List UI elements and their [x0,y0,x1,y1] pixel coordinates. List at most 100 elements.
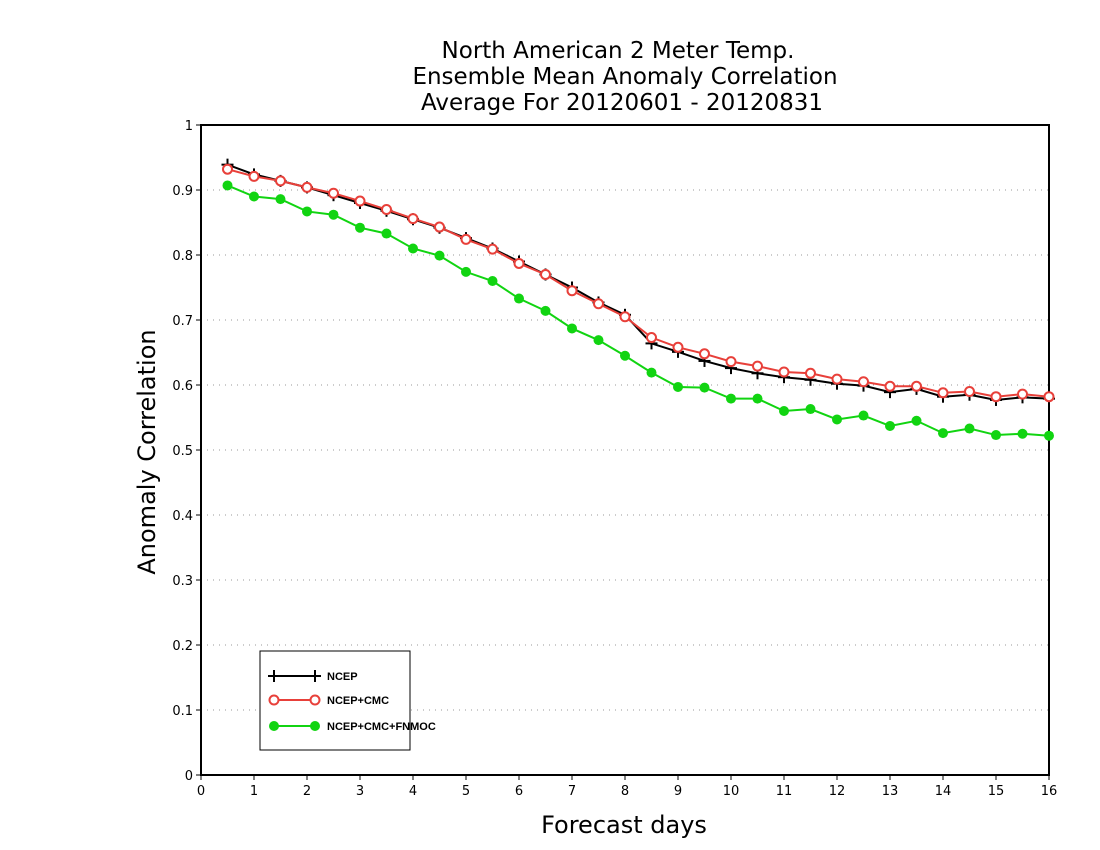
series-line [227,168,1050,398]
data-point [672,341,684,353]
title-line-1: North American 2 Meter Temp. [442,38,795,64]
data-point [407,213,419,225]
data-point [805,367,816,379]
data-point [964,423,975,434]
data-point [1017,428,1028,439]
x-tick-label: 6 [515,784,523,799]
data-point [805,404,816,415]
data-point [566,285,578,297]
data-point [487,243,498,255]
y-tick-label: 0.9 [172,184,193,199]
x-tick-label: 14 [935,784,952,799]
y-tick-label: 0 [185,769,193,784]
data-point [222,163,233,175]
y-tick-label: 0.8 [172,249,193,264]
data-point [911,380,922,392]
x-tick-label: 5 [462,784,470,799]
legend-marker [310,721,320,731]
x-tick-label: 11 [776,784,793,799]
data-point [991,430,1001,441]
data-point [275,194,286,205]
x-tick-label: 10 [723,784,740,799]
data-point [487,276,498,286]
data-point [778,366,790,378]
legend-marker [269,721,279,731]
legend-label: NCEP+CMC [327,695,389,707]
data-point [779,406,789,416]
x-tick-label: 0 [197,784,205,799]
x-tick-label: 4 [409,784,417,799]
title-line-2: Ensemble Mean Anomaly Correlation [412,64,837,90]
y-tick-label: 0.5 [172,444,193,459]
data-point [540,269,551,280]
data-point [725,356,737,368]
x-tick-label: 2 [303,784,311,799]
data-point [752,393,763,404]
legend-label: NCEP [327,671,358,683]
data-point [1043,391,1055,403]
y-tick-label: 0.7 [172,314,193,329]
data-point [301,181,313,193]
data-point [646,332,657,344]
data-point [275,175,286,187]
data-point [646,367,657,378]
data-point [249,191,259,202]
title-line-3: Average For 20120601 - 20120831 [421,90,823,116]
x-tick-label: 3 [356,784,364,799]
grid [201,189,1049,711]
chart-title: North American 2 Meter Temp. Ensemble Me… [412,38,837,116]
y-tick-label: 1 [185,119,193,134]
y-axis-ticks: 0 0.1 0.2 0.3 0.4 0.5 0.6 0.7 0.8 0.9 1 [172,119,201,784]
legend-marker [309,670,321,682]
data-point [832,414,842,425]
data-point [381,204,392,215]
data-point [964,386,975,397]
data-point [434,250,445,261]
data-point [1017,388,1028,400]
data-point [858,410,869,421]
x-axis-ticks: 0 1 2 3 4 5 6 7 8 9 10 11 12 13 14 15 16 [197,775,1057,799]
data-point [619,311,631,323]
data-point [540,305,551,316]
x-tick-label: 7 [568,784,576,799]
data-point [1044,430,1054,441]
y-tick-label: 0.1 [172,704,193,719]
data-point [938,428,948,439]
series [221,158,1055,441]
y-tick-label: 0.6 [172,379,193,394]
x-tick-label: 13 [882,784,899,799]
data-point [302,206,312,217]
data-point [699,348,710,360]
data-point [354,195,366,207]
data-point [567,323,577,334]
series-2 [222,180,1054,441]
data-point [328,187,339,199]
series-1 [222,163,1055,403]
legend-marker [309,694,321,706]
y-tick-label: 0.2 [172,639,193,654]
data-point [434,221,445,233]
data-point [222,180,233,191]
y-tick-label: 0.3 [172,574,193,589]
data-point [460,233,472,245]
legend: NCEP NCEP+CMC NCEP+CMC+FNMOC [259,650,436,751]
x-tick-label: 16 [1041,784,1058,799]
data-point [355,222,365,233]
data-point [461,266,471,277]
data-point [726,393,736,404]
legend-entry: NCEP [268,670,358,683]
data-point [513,257,525,269]
x-tick-label: 9 [674,784,682,799]
legend-marker [268,670,280,682]
data-point [885,420,895,431]
data-point [248,170,260,182]
y-tick-label: 0.4 [172,509,193,524]
data-point [990,391,1002,403]
data-point [593,298,604,310]
x-axis-label: Forecast days [541,811,707,839]
data-point [408,243,418,254]
data-point [858,376,869,388]
data-point [328,209,339,220]
x-tick-label: 12 [829,784,846,799]
x-tick-label: 1 [250,784,258,799]
